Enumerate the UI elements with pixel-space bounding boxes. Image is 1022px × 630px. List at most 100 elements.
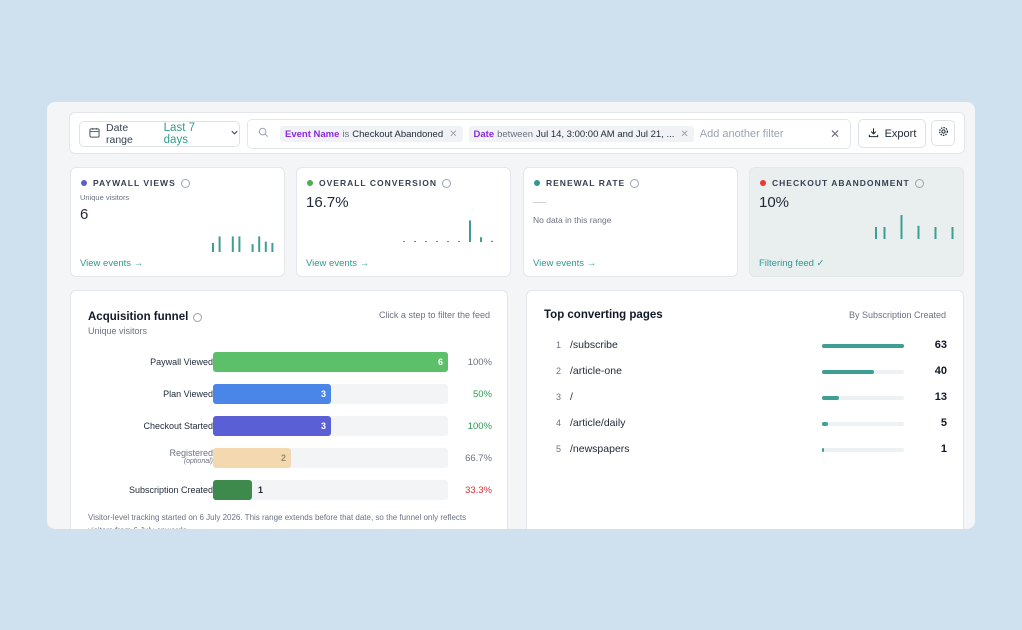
add-filter-input[interactable]: Add another filter <box>699 128 784 140</box>
metric-card-renewal-rate[interactable]: RENEWAL RATE — No data in this range Vie… <box>523 167 738 277</box>
funnel-step-count: 3 <box>321 421 327 431</box>
page-count: 5 <box>940 417 947 429</box>
funnel-bar <box>213 448 291 468</box>
page-bar <box>822 396 839 400</box>
view-events-link[interactable]: View events → <box>306 258 370 269</box>
panel-subtitle: Unique visitors <box>88 326 148 336</box>
clear-filters-icon[interactable]: ✕ <box>829 127 840 141</box>
metric-card-checkout-abandonment[interactable]: CHECKOUT ABANDONMENT 10% Filtering feed … <box>749 167 964 277</box>
spark-bar <box>875 227 877 239</box>
spark-bar <box>436 241 438 242</box>
info-icon[interactable] <box>630 178 640 188</box>
date-range-value: Last 7 days <box>163 122 195 146</box>
funnel-step-count: 1 <box>258 485 264 495</box>
metric-value: 16.7% <box>306 194 349 211</box>
date-range-button[interactable]: Date range Last 7 days <box>79 121 240 147</box>
info-icon[interactable] <box>180 178 190 188</box>
view-events-link[interactable]: View events → <box>533 258 597 269</box>
metric-card-overall-conversion[interactable]: OVERALL CONVERSION 16.7% View events → <box>296 167 511 277</box>
metric-value: — <box>533 194 546 209</box>
funnel-step-percent: 66.7% <box>465 453 492 464</box>
page-bar <box>822 344 904 348</box>
page-rank: 3 <box>556 392 562 402</box>
page-count: 63 <box>934 339 947 351</box>
funnel-bar <box>213 480 252 500</box>
spark-bar <box>231 236 234 252</box>
funnel-step[interactable]: Registered (optional) 2 66.7% <box>71 448 509 468</box>
funnel-step-label: Subscription Created <box>128 485 213 495</box>
page-rank: 1 <box>556 340 562 350</box>
filter-chip-date[interactable]: Date between Jul 14, 3:00:00 AM and Jul … <box>468 126 694 142</box>
filter-chip-event-name[interactable]: Event Name is Checkout Abandoned ✕ <box>280 126 463 142</box>
page-bar-track <box>822 344 904 348</box>
spark-bar <box>218 236 221 252</box>
status-dot <box>760 180 766 186</box>
filter-search[interactable]: Event Name is Checkout Abandoned ✕ Date … <box>247 119 851 149</box>
page-rank: 2 <box>556 366 562 376</box>
close-icon[interactable]: ✕ <box>680 128 689 140</box>
page-bar-track <box>822 448 904 452</box>
sparkline <box>875 215 954 239</box>
funnel-step[interactable]: Checkout Started 3 100% <box>71 416 509 436</box>
funnel-step-percent: 50% <box>472 389 492 400</box>
date-range-label: Date range <box>106 122 133 146</box>
page-path: /subscribe <box>570 339 618 351</box>
close-icon[interactable]: ✕ <box>449 128 458 140</box>
info-icon[interactable] <box>441 178 451 188</box>
filtering-feed-status[interactable]: Filtering feed ✓ <box>759 258 825 269</box>
page-bar <box>822 448 824 452</box>
info-icon[interactable] <box>193 312 203 322</box>
funnel-step-percent: 100% <box>467 421 492 432</box>
view-events-link[interactable]: View events → <box>80 258 144 269</box>
filter-bar: Date range Last 7 days Event Name is Che… <box>69 112 965 154</box>
spark-bar <box>883 227 886 239</box>
spark-bar <box>238 236 241 252</box>
spark-bar <box>258 236 261 252</box>
page-bar-track <box>822 396 904 400</box>
sparkline <box>212 236 274 252</box>
page-path: /article/daily <box>570 417 626 429</box>
list-item[interactable]: 3 / 13 <box>527 390 964 406</box>
spark-bar <box>951 227 954 239</box>
funnel-bar-track: 3 <box>213 416 448 436</box>
spark-bar <box>934 227 937 239</box>
funnel-step-label: Checkout Started <box>143 421 213 431</box>
page-count: 1 <box>940 443 947 455</box>
page-count: 13 <box>934 391 947 403</box>
search-icon <box>258 127 269 141</box>
export-label: Export <box>884 127 917 140</box>
spark-bar <box>212 242 214 252</box>
export-button[interactable]: Export <box>858 119 926 148</box>
sparkline <box>403 220 493 242</box>
page-path: / <box>570 391 573 403</box>
analytics-app: Date range Last 7 days Event Name is Che… <box>47 102 975 529</box>
info-icon[interactable] <box>914 178 924 188</box>
list-item[interactable]: 1/subscribe 63 <box>527 338 964 354</box>
panel-title: Top converting pages <box>544 309 663 321</box>
list-item[interactable]: 5/newspapers 1 <box>527 442 964 458</box>
funnel-step[interactable]: Subscription Created 1 33.3% <box>71 480 509 500</box>
download-icon <box>868 127 879 141</box>
page-rank: 5 <box>556 444 562 454</box>
funnel-step-percent: 33.3% <box>465 485 492 496</box>
spark-bar <box>251 244 254 252</box>
funnel-step[interactable]: Paywall Viewed 6 100% <box>71 352 509 372</box>
calendar-icon <box>89 127 100 141</box>
spark-bar <box>403 241 405 242</box>
metric-card-paywall-views[interactable]: PAYWALL VIEWS Unique visitors 6 View eve… <box>70 167 285 277</box>
page-rank: 4 <box>556 418 562 428</box>
page-path: /newspapers <box>570 443 630 455</box>
status-dot <box>307 180 313 186</box>
funnel-step[interactable]: Plan Viewed 3 50% <box>71 384 509 404</box>
funnel-bar <box>213 384 331 404</box>
list-item[interactable]: 4/article/daily 5 <box>527 416 964 432</box>
gear-icon <box>938 124 949 142</box>
spark-bar <box>469 220 471 242</box>
funnel-step-count: 2 <box>281 453 287 463</box>
list-item[interactable]: 2/article-one 40 <box>527 364 964 380</box>
page-path: /article-one <box>570 365 622 377</box>
page-bar <box>822 370 874 374</box>
tracking-note: Visitor-level tracking started on 6 July… <box>88 513 467 529</box>
settings-button[interactable] <box>931 120 955 146</box>
funnel-bar <box>213 352 448 372</box>
